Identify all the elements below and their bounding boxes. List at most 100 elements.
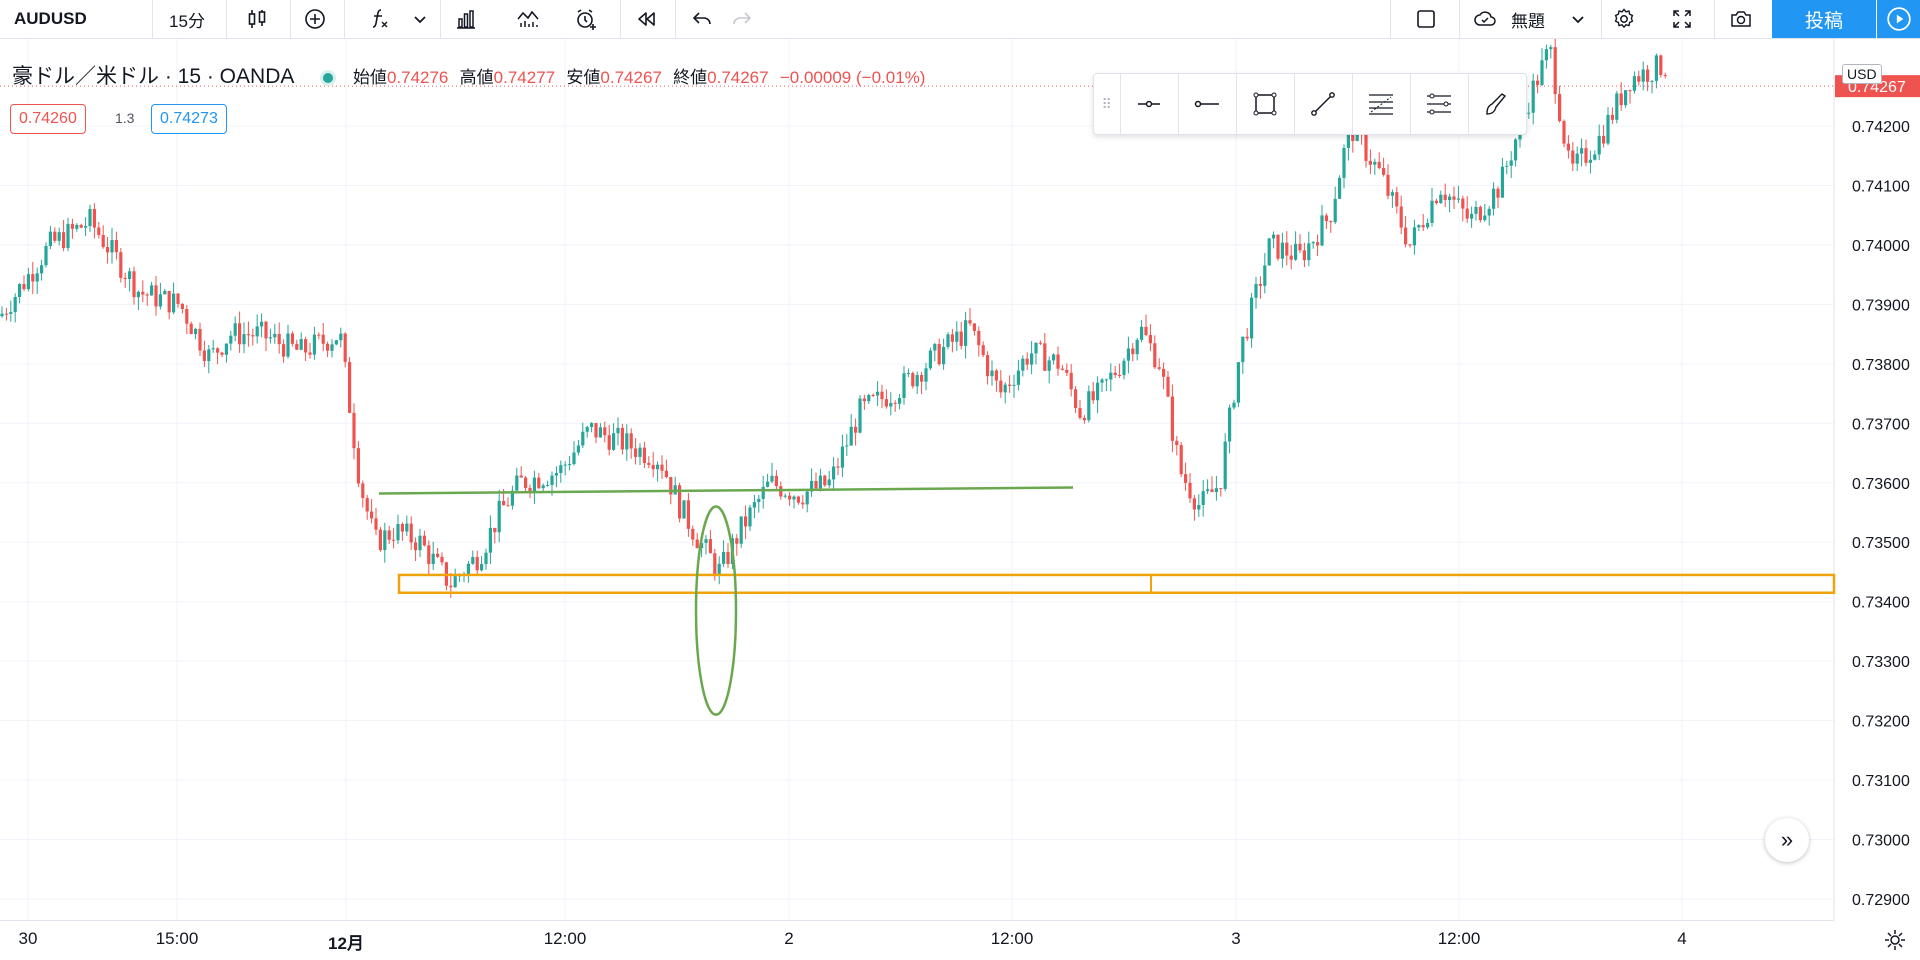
- candle-body: [194, 328, 198, 335]
- candle-body: [1606, 114, 1610, 144]
- chart-settings-button[interactable]: [1870, 920, 1920, 959]
- candle-body: [299, 339, 303, 350]
- chevron-down-icon[interactable]: [408, 0, 432, 38]
- candle-body: [1439, 194, 1443, 204]
- time-tick-label: 15:00: [155, 929, 199, 948]
- candle-body: [1184, 474, 1188, 483]
- candle-body: [1074, 389, 1078, 409]
- candle-body: [1179, 445, 1183, 475]
- candle-body: [1188, 482, 1192, 499]
- chevron-down-icon[interactable]: [1566, 0, 1590, 38]
- candle-body: [1514, 139, 1518, 161]
- candle-body: [1307, 243, 1311, 261]
- candle-body: [1646, 69, 1650, 82]
- low-label: 安値: [566, 68, 601, 87]
- candle-body: [1492, 188, 1496, 209]
- candle-body: [1065, 369, 1069, 373]
- interval-button[interactable]: 15分: [169, 11, 205, 31]
- candle-body: [726, 551, 730, 564]
- rectangle-icon[interactable]: [1235, 74, 1294, 134]
- financials-icon[interactable]: [449, 0, 483, 38]
- candle-body: [1214, 488, 1218, 493]
- publish-button[interactable]: 投稿: [1772, 0, 1876, 38]
- candle-body: [823, 475, 827, 486]
- play-button[interactable]: [1877, 0, 1920, 38]
- cloud-save-icon[interactable]: [1468, 0, 1502, 38]
- candle-body: [1553, 47, 1557, 95]
- buy-price-box[interactable]: 0.74273: [151, 104, 227, 134]
- undo-icon[interactable]: [685, 0, 719, 38]
- time-tick-label: 2: [784, 929, 794, 948]
- fib-retracement-icon[interactable]: [1351, 74, 1410, 134]
- candle-body: [436, 553, 440, 557]
- candle-body: [902, 373, 906, 399]
- price-chart[interactable]: 0.74200 0.74100 0.74000 0.73900 0.73800 0.737…: [0, 39, 1920, 920]
- candle-body: [1144, 326, 1148, 336]
- candle-body: [796, 496, 800, 503]
- gear-icon[interactable]: [1606, 0, 1642, 38]
- candle-body: [1483, 215, 1487, 221]
- horizontal-line-icon[interactable]: [1177, 74, 1236, 134]
- candle-body: [136, 291, 140, 298]
- layout-select-icon[interactable]: [1408, 0, 1444, 38]
- candle-body: [898, 398, 902, 404]
- candle-style-icon[interactable]: [240, 0, 274, 38]
- candle-body: [4, 313, 8, 315]
- candle-body: [1280, 242, 1284, 259]
- candle-body: [321, 334, 325, 344]
- candle-body: [22, 284, 26, 290]
- candle-body: [1527, 112, 1531, 114]
- candle-body: [431, 553, 435, 565]
- candle-body: [1118, 374, 1122, 376]
- candle-body: [392, 539, 396, 541]
- candle-body: [1320, 215, 1324, 246]
- candle-body: [1025, 358, 1029, 365]
- price-tick-label: 0.74000: [1852, 238, 1910, 255]
- candle-body: [1346, 124, 1350, 148]
- drag-handle-icon[interactable]: ⠿: [1101, 95, 1112, 112]
- sell-price-box[interactable]: 0.74260: [10, 104, 86, 134]
- candle-body: [1294, 243, 1298, 260]
- market-status-icon[interactable]: [319, 69, 336, 86]
- redo-icon[interactable]: [725, 0, 759, 38]
- symbol-description[interactable]: 豪ドル／米ドル · 15 · OANDA: [12, 65, 295, 88]
- replay-icon[interactable]: [628, 0, 664, 38]
- candle-body: [286, 333, 290, 357]
- layout-name[interactable]: 無題: [1511, 11, 1545, 31]
- compare-add-icon[interactable]: [298, 0, 332, 38]
- candle-body: [1109, 372, 1113, 380]
- time-axis[interactable]: 30 15:00 12月 12:00 2 12:00 3 12:00 4: [0, 920, 1834, 960]
- brush-icon[interactable]: [1467, 74, 1526, 134]
- candle-body: [242, 334, 246, 345]
- candle-body: [546, 484, 550, 486]
- candle-body: [942, 346, 946, 365]
- candle-body: [1580, 148, 1584, 154]
- trend-line-icon[interactable]: [1293, 74, 1352, 134]
- templates-icon[interactable]: [510, 0, 546, 38]
- camera-icon[interactable]: [1722, 0, 1760, 38]
- indicators-fx-icon[interactable]: [362, 0, 396, 38]
- alert-add-icon[interactable]: [568, 0, 604, 38]
- candle-body: [1373, 161, 1377, 165]
- candle-body: [972, 323, 976, 331]
- candle-body: [1236, 362, 1240, 403]
- pitchfork-icon[interactable]: [1409, 74, 1468, 134]
- candle-body: [255, 326, 259, 337]
- candle-body: [757, 498, 761, 503]
- candle-body: [1060, 368, 1064, 370]
- candle-body: [990, 370, 994, 377]
- candle-body: [532, 477, 536, 492]
- candle-body: [783, 495, 787, 497]
- fullscreen-icon[interactable]: [1664, 0, 1700, 38]
- candle-body: [427, 545, 431, 565]
- time-tick-label: 4: [1677, 929, 1687, 948]
- candle-body: [1047, 360, 1051, 371]
- candle-body: [1016, 370, 1020, 385]
- horizontal-ray-icon[interactable]: [1119, 74, 1178, 134]
- symbol-search[interactable]: AUDUSD: [14, 9, 87, 28]
- scroll-to-realtime-button[interactable]: »: [1765, 818, 1809, 862]
- candle-body: [528, 487, 532, 492]
- low-value: 0.74267: [600, 68, 662, 87]
- currency-label[interactable]: USD: [1842, 64, 1882, 84]
- candle-body: [1333, 198, 1337, 223]
